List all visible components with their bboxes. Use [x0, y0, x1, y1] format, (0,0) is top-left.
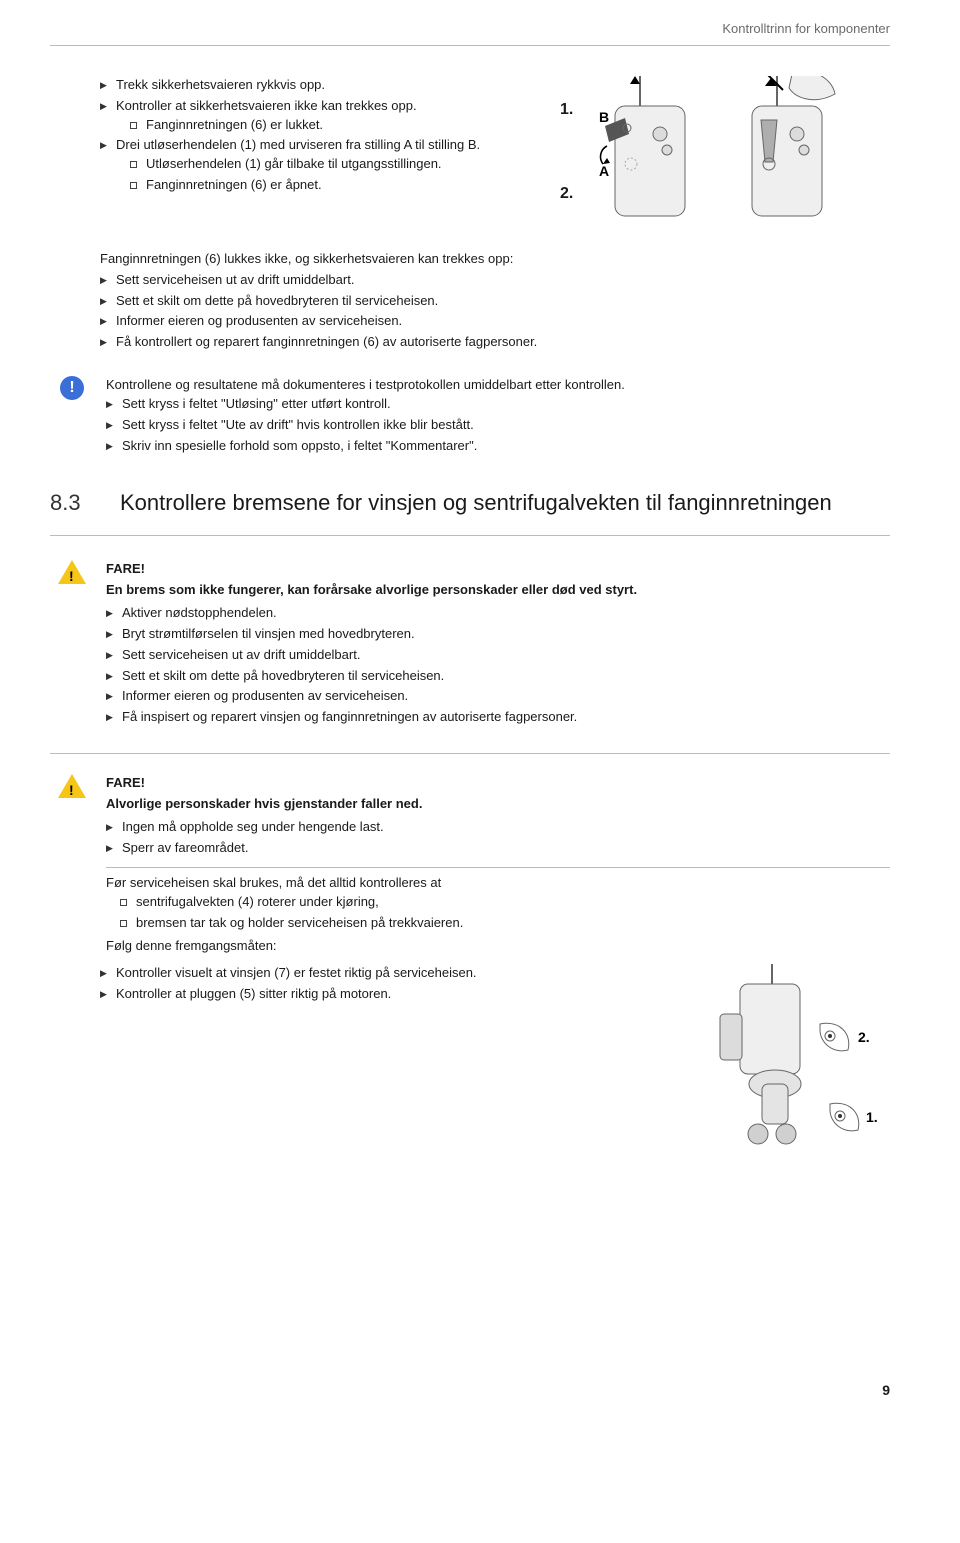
step-item: Få kontrollert og reparert fanginnretnin… [100, 333, 890, 352]
step-item: Ingen må oppholde seg under hengende las… [106, 818, 890, 837]
step-item: Sett kryss i feltet "Ute av drift" hvis … [106, 416, 890, 435]
section-title: Kontrollere bremsene for vinsjen og sent… [120, 487, 890, 519]
step-item: Sett et skilt om dette på hovedbryteren … [100, 292, 890, 311]
step-item: Sett serviceheisen ut av drift umiddelba… [106, 646, 890, 665]
fare-title: FARE! [106, 560, 890, 579]
figure-right [717, 76, 847, 226]
figure-bottom: 2. 1. [680, 964, 890, 1160]
bottom-row: Kontroller visuelt at vinsjen (7) er fes… [100, 964, 890, 1160]
section-number: 8.3 [50, 487, 90, 519]
section-heading: 8.3 Kontrollere bremsene for vinsjen og … [50, 487, 890, 536]
intro-text: Trekk sikkerhetsvaieren rykkvis opp. Kon… [100, 76, 540, 226]
step-item: Sett kryss i feltet "Utløsing" etter utf… [106, 395, 890, 414]
substep-item: bremsen tar tak og holder serviceheisen … [106, 914, 890, 933]
figure-label-2: 2. [560, 182, 573, 205]
divider [50, 753, 890, 754]
step-item: Informer eieren og produsenten av servic… [100, 312, 890, 331]
svg-text:A: A [599, 163, 609, 179]
step-item: Sett serviceheisen ut av drift umiddelba… [100, 271, 890, 290]
fare-subtitle: Alvorlige personskader hvis gjenstander … [106, 795, 890, 814]
warning-icon [58, 774, 86, 798]
fare-block-2: FARE! Alvorlige personskader hvis gjenst… [60, 774, 890, 956]
divider [106, 867, 890, 868]
preuse-follow: Følg denne fremgangsmåten: [106, 937, 890, 956]
step-item: Drei utløserhendelen (1) med urviseren f… [100, 136, 540, 195]
substep-item: Fanginnretningen (6) er åpnet. [116, 176, 540, 195]
step-item: Sett et skilt om dette på hovedbryteren … [106, 667, 890, 686]
info-icon: ! [60, 376, 84, 400]
fail-block: Fanginnretningen (6) lukkes ikke, og sik… [100, 250, 890, 352]
figure-label-1: 1. [560, 98, 573, 121]
preuse-lead: Før serviceheisen skal brukes, må det al… [106, 874, 890, 893]
page-number: 9 [50, 1380, 890, 1400]
fail-lead: Fanginnretningen (6) lukkes ikke, og sik… [100, 250, 890, 269]
step-item: Sperr av fareområdet. [106, 839, 890, 858]
fare-block-1: FARE! En brems som ikke fungerer, kan fo… [60, 560, 890, 729]
svg-text:B: B [599, 109, 609, 125]
step-item: Kontroller at pluggen (5) sitter riktig … [100, 985, 560, 1004]
page-header: Kontrolltrinn for komponenter [50, 20, 890, 46]
figure-left: B A [585, 76, 705, 226]
substep-item: sentrifugalvekten (4) roterer under kjør… [106, 893, 890, 912]
step-item: Bryt strømtilførselen til vinsjen med ho… [106, 625, 890, 644]
fare-subtitle: En brems som ikke fungerer, kan forårsak… [106, 581, 890, 600]
step-item: Trekk sikkerhetsvaieren rykkvis opp. [100, 76, 540, 95]
step-item: Skriv inn spesielle forhold som oppsto, … [106, 437, 890, 456]
step-item: Kontroller at sikkerhetsvaieren ikke kan… [100, 97, 540, 135]
substep-item: Utløserhendelen (1) går tilbake til utga… [116, 155, 540, 174]
warning-icon [58, 560, 86, 584]
substep-item: Fanginnretningen (6) er lukket. [116, 116, 540, 135]
svg-text:1.: 1. [866, 1109, 878, 1125]
fare-title: FARE! [106, 774, 890, 793]
step-item: Få inspisert og reparert vinsjen og fang… [106, 708, 890, 727]
svg-text:2.: 2. [858, 1029, 870, 1045]
note-lead: Kontrollene og resultatene må dokumenter… [106, 376, 890, 395]
figure-pair: 1. 2. B A [560, 76, 847, 226]
intro-row: Trekk sikkerhetsvaieren rykkvis opp. Kon… [100, 76, 890, 226]
step-item: Aktiver nødstopphendelen. [106, 604, 890, 623]
step-item: Kontroller visuelt at vinsjen (7) er fes… [100, 964, 560, 983]
step-item: Informer eieren og produsenten av servic… [106, 687, 890, 706]
note-block: ! Kontrollene og resultatene må dokument… [60, 376, 890, 457]
